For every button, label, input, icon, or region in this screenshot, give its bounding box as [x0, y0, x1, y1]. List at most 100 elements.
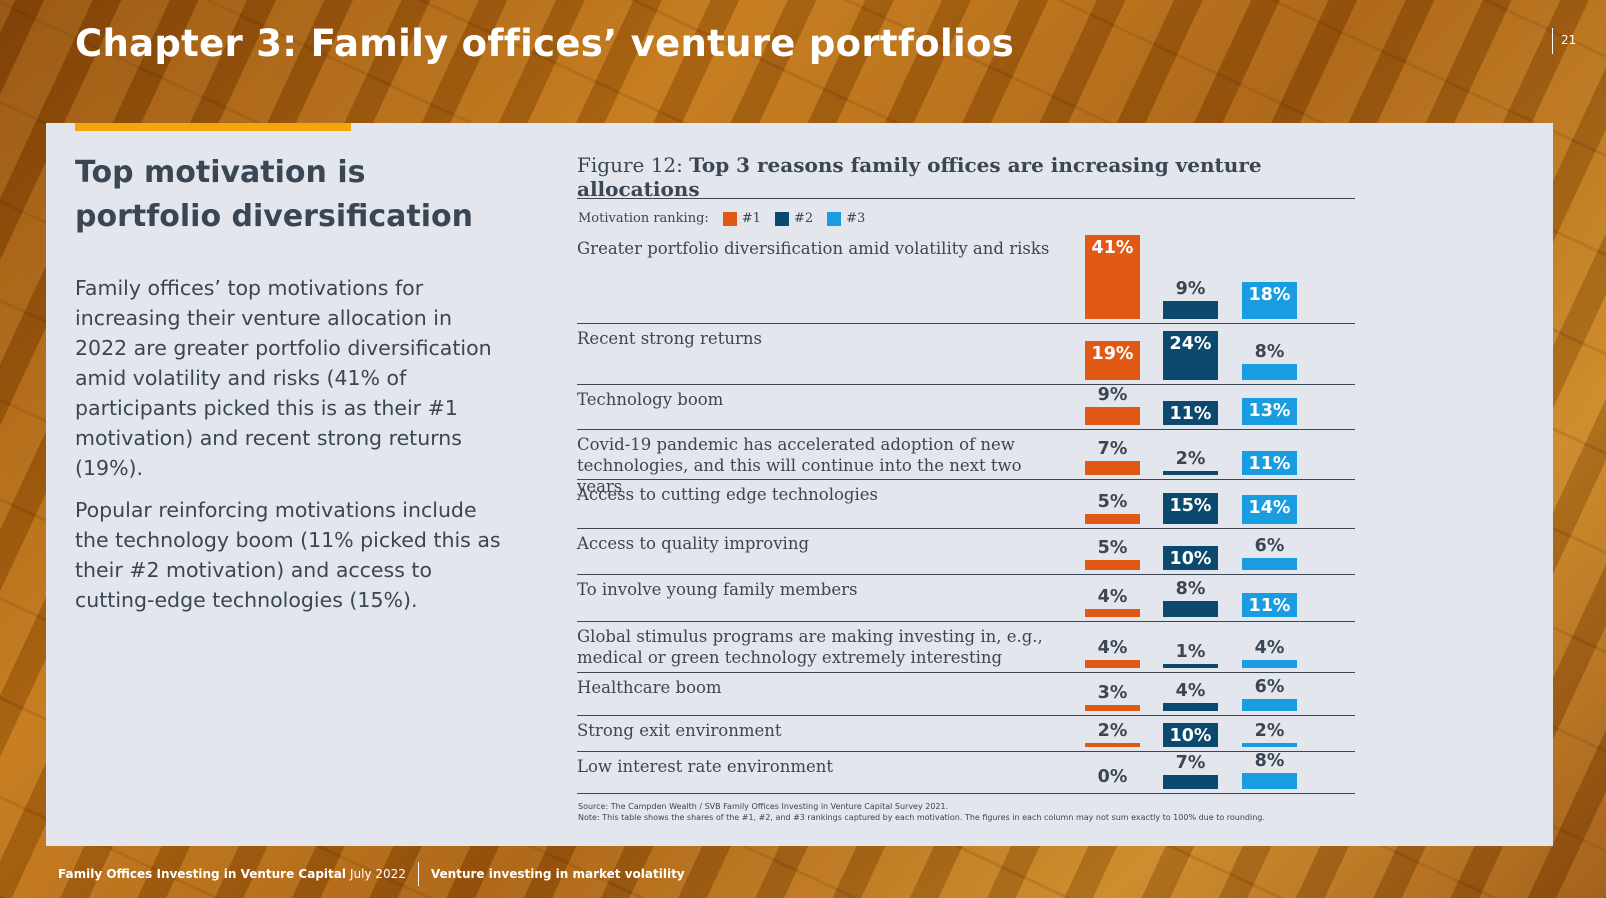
row-divider — [577, 672, 1355, 673]
bar-value-label: 2% — [1175, 448, 1206, 469]
chart-legend: Motivation ranking: #1 #2 #3 — [578, 211, 865, 226]
row-label: Technology boom — [577, 390, 724, 409]
bar-series-2 — [1163, 470, 1218, 475]
slide-title: Chapter 3: Family offices’ venture portf… — [75, 22, 1015, 65]
row-divider — [577, 751, 1355, 752]
row-divider — [577, 621, 1355, 622]
bar-series-3 — [1242, 398, 1297, 425]
bar-series-3 — [1242, 282, 1297, 319]
section-body: Family offices’ top motivations for incr… — [75, 273, 505, 627]
row-label: Strong exit environment — [577, 721, 782, 740]
row-divider — [577, 793, 1355, 794]
bar-value-label: 8% — [1175, 578, 1206, 599]
row-label: To involve young family members — [577, 580, 858, 599]
bar-series-1 — [1085, 608, 1140, 617]
bar-value-label: 24% — [1169, 333, 1212, 354]
bar-value-label: 15% — [1169, 496, 1212, 517]
bar-series-3 — [1242, 593, 1297, 617]
body-paragraph-1: Family offices’ top motivations for incr… — [75, 276, 492, 480]
bar-series-3 — [1242, 698, 1297, 711]
bar-series-2 — [1163, 401, 1218, 425]
row-label: Global stimulus programs are making inve… — [577, 627, 1043, 667]
content-panel: Top motivation is portfolio diversificat… — [46, 123, 1553, 846]
bar-series-2 — [1163, 300, 1218, 319]
bar-value-label: 9% — [1097, 384, 1128, 405]
bar-value-label: 10% — [1169, 726, 1212, 746]
bar-series-3 — [1242, 742, 1297, 747]
bar-series-1 — [1085, 659, 1140, 668]
figure-rule — [577, 198, 1355, 199]
bar-value-label: 13% — [1248, 401, 1291, 422]
figure-title-text: Top 3 reasons family offices are increas… — [577, 153, 1262, 201]
bar-value-label: 11% — [1248, 454, 1291, 474]
bar-series-3 — [1242, 363, 1297, 380]
row-divider — [577, 715, 1355, 716]
row-label: Greater portfolio diversification amid v… — [577, 239, 1050, 258]
bar-series-1 — [1085, 742, 1140, 747]
row-label: Access to quality improving — [577, 534, 810, 553]
figure-source: Source: The Campden Wealth / SVB Family … — [578, 801, 1358, 823]
row-label: Covid-19 pandemic has accelerated adopti… — [577, 435, 1022, 496]
footer-divider — [417, 862, 419, 886]
body-paragraph-2: Popular reinforcing motivations include … — [75, 498, 501, 612]
row-divider — [577, 528, 1355, 529]
bar-series-1 — [1085, 406, 1140, 425]
bar-value-label: 5% — [1097, 491, 1128, 512]
bar-series-3 — [1242, 659, 1297, 668]
bar-series-3 — [1242, 451, 1297, 475]
row-divider — [577, 479, 1355, 480]
bar-series-3 — [1242, 495, 1297, 524]
footer-section: Venture investing in market volatility — [430, 867, 685, 881]
row-label: Recent strong returns — [577, 329, 762, 348]
bar-value-label: 4% — [1097, 586, 1128, 607]
bar-value-label: 9% — [1175, 278, 1206, 299]
bar-value-label: 8% — [1254, 750, 1285, 771]
bar-series-1 — [1085, 234, 1140, 319]
footer-publication: Family Offices Investing in Venture Capi… — [58, 867, 346, 881]
row-divider — [577, 384, 1355, 385]
bar-value-label: 14% — [1248, 498, 1291, 519]
bar-series-1 — [1085, 341, 1140, 380]
row-divider — [577, 429, 1355, 430]
source-text: Source: The Campden Wealth / SVB Family … — [578, 802, 949, 811]
bar-series-1 — [1085, 513, 1140, 524]
footer: Family Offices Investing in Venture Capi… — [58, 862, 685, 886]
bar-value-label: 7% — [1175, 752, 1206, 773]
bar-series-2 — [1163, 702, 1218, 711]
row-label: Healthcare boom — [577, 678, 722, 697]
legend-label-2: #2 — [793, 211, 814, 226]
row-label: Access to cutting edge technologies — [577, 485, 878, 504]
figure-label: Figure 12: — [577, 153, 683, 177]
section-heading: Top motivation is portfolio diversificat… — [75, 155, 473, 234]
bar-value-label: 18% — [1248, 285, 1291, 306]
bar-value-label: 4% — [1175, 680, 1206, 701]
legend-title: Motivation ranking: — [578, 211, 709, 226]
page-number: 21 — [1552, 28, 1576, 54]
bar-value-label: 41% — [1091, 237, 1134, 258]
legend-label-3: #3 — [846, 211, 866, 226]
bar-value-label: 3% — [1097, 682, 1128, 703]
accent-bar — [75, 123, 351, 131]
note-text: Note: This table shows the shares of the… — [578, 813, 1265, 822]
bar-series-2 — [1163, 774, 1218, 789]
bar-value-label: 8% — [1254, 341, 1285, 362]
bar-value-label: 10% — [1169, 549, 1212, 569]
bar-series-2 — [1163, 723, 1218, 747]
bar-value-label: 6% — [1254, 676, 1285, 697]
bar-series-2 — [1163, 493, 1218, 524]
legend-label-1: #1 — [741, 211, 761, 226]
bar-value-label: 2% — [1097, 720, 1128, 741]
bar-value-label: 4% — [1097, 637, 1128, 658]
row-divider — [577, 323, 1355, 324]
row-divider — [577, 574, 1355, 575]
bar-series-1 — [1085, 704, 1140, 711]
footer-date: July 2022 — [349, 867, 406, 881]
bar-value-label: 19% — [1091, 344, 1134, 365]
bar-series-2 — [1163, 330, 1218, 380]
legend-swatch-1 — [722, 211, 737, 226]
bar-series-2 — [1163, 600, 1218, 617]
legend-swatch-3 — [827, 211, 842, 226]
bar-value-label: 5% — [1097, 537, 1128, 558]
bar-value-label: 7% — [1097, 438, 1128, 459]
bar-value-label: 11% — [1169, 404, 1212, 424]
